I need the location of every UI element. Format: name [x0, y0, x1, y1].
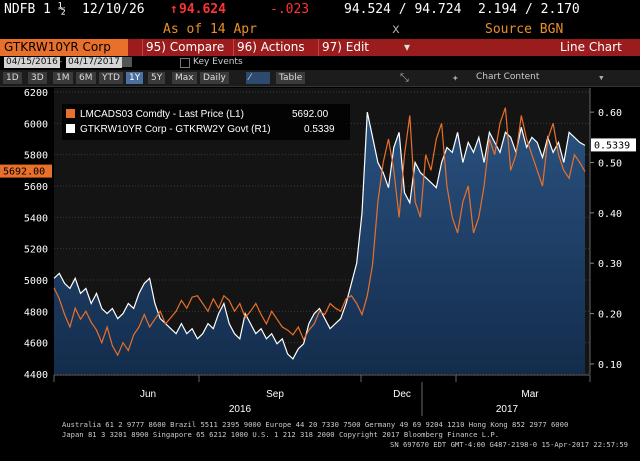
up-arrow-icon: ↑: [170, 2, 178, 17]
date-range-bar: 04/15/2016 - 04/17/2017 Key Events: [0, 56, 640, 70]
zoom-icon[interactable]: ⤡: [400, 71, 409, 84]
legend-value-spread: 0.5339: [304, 124, 335, 135]
x-tick-label: Mar: [521, 389, 539, 400]
period-1y-button[interactable]: 1Y: [126, 72, 144, 84]
x-tick-label: Dec: [393, 389, 411, 400]
chart-type-label: Line Chart: [560, 40, 622, 54]
price-change: -.023: [270, 2, 310, 17]
left-tick-label: 4600: [24, 339, 48, 350]
left-tick-label: 5800: [24, 151, 48, 162]
last-value-tag-copper: 5692.00: [0, 164, 52, 178]
legend-swatch-copper: [66, 109, 75, 118]
period-1m-button[interactable]: 1M: [53, 72, 73, 84]
period-max-button[interactable]: Max: [172, 72, 197, 84]
x-year-label: 2016: [229, 404, 252, 415]
left-tick-label: 5600: [24, 182, 48, 193]
left-tick-label: 5400: [24, 213, 48, 224]
edit-button[interactable]: 97) Edit: [318, 39, 402, 56]
right-tick-label: 0.50: [598, 159, 622, 170]
copper-price-line: [53, 107, 586, 357]
end-date-input[interactable]: 04/17/2017: [66, 57, 122, 68]
line-chart-icon[interactable]: ⁄: [246, 72, 270, 84]
ticker-fraction: ½: [58, 2, 66, 17]
x-separator: x: [392, 22, 400, 37]
left-axis: 6200 6000 5800 5600 5400 5200 5000 4800 4600 4400: [24, 88, 48, 381]
spread-area: [54, 112, 585, 374]
quote-bar: NDFB 1 ½ 12/10/26 ↑ 94.624 -.023 94.524 …: [0, 0, 640, 20]
line-chart: 6200 6000 5800 5600 5400 5200 5000 4800 4600 4400…: [0, 88, 636, 416]
left-tick-label: 6000: [24, 119, 48, 130]
last-value-tag-spread: 0.5339: [591, 138, 636, 152]
as-of-label: As of 14 Apr: [163, 22, 257, 37]
x-tick-label: Jun: [140, 389, 156, 400]
actions-button[interactable]: 96) Actions: [233, 39, 317, 56]
svg-text:5692.00: 5692.00: [3, 167, 45, 178]
last-price: 94.624: [179, 2, 226, 17]
function-toolbar: GTKRW10YR Corp 95) Compare 96) Actions 9…: [0, 39, 640, 56]
right-tick-label: 0.60: [598, 108, 622, 119]
settings-icon[interactable]: ✦: [452, 71, 459, 84]
table-button[interactable]: Table: [276, 72, 306, 84]
legend-swatch-spread: [66, 124, 75, 133]
security-field[interactable]: GTKRW10YR Corp: [0, 39, 128, 56]
calendar-icon[interactable]: [122, 57, 132, 67]
period-3d-button[interactable]: 3D: [28, 72, 47, 84]
svg-text:0.5339: 0.5339: [594, 140, 630, 151]
left-tick-label: 5200: [24, 245, 48, 256]
chart-content-dropdown-icon[interactable]: ▾: [598, 71, 605, 84]
period-ytd-button[interactable]: YTD: [99, 72, 123, 84]
left-tick-label: 4800: [24, 307, 48, 318]
period-toolbar: 1D 3D 1M 6M YTD 1Y 5Y Max Daily ⁄ Table …: [0, 70, 640, 87]
period-5y-button[interactable]: 5Y: [148, 72, 166, 84]
yield-pair: 2.194 / 2.170: [478, 2, 580, 17]
right-tick-label: 0.30: [598, 259, 622, 270]
settle-date: 12/10/26: [82, 2, 145, 17]
left-tick-label: 4400: [24, 370, 48, 381]
period-6m-button[interactable]: 6M: [76, 72, 96, 84]
right-axis: 0.60 0.50 0.40 0.30 0.20 0.10: [589, 88, 622, 374]
footer-line-3: SN 697670 EDT GMT-4:00 G487-2198-0 15-Ap…: [390, 440, 628, 449]
start-date-input[interactable]: 04/15/2016: [4, 57, 60, 68]
source-label: Source BGN: [485, 22, 564, 37]
footer-line-1: Australia 61 2 9777 8600 Brazil 5511 239…: [62, 420, 569, 429]
left-tick-label: 6200: [24, 88, 48, 99]
legend-value-copper: 5692.00: [292, 109, 329, 120]
legend-label-copper: LMCADS03 Comdty - Last Price (L1): [80, 109, 244, 120]
ticker: NDFB 1: [4, 2, 51, 17]
key-events-checkbox[interactable]: [180, 58, 190, 68]
x-year-label: 2017: [496, 404, 519, 415]
right-tick-label: 0.40: [598, 209, 622, 220]
x-tick-label: Sep: [266, 389, 284, 400]
range-dash: -: [58, 57, 64, 67]
right-tick-label: 0.20: [598, 310, 622, 321]
period-1d-button[interactable]: 1D: [3, 72, 22, 84]
compare-button[interactable]: 95) Compare: [142, 39, 228, 56]
left-tick-label: 5000: [24, 276, 48, 287]
quote-subbar: As of 14 Apr x Source BGN: [0, 20, 640, 38]
legend: LMCADS03 Comdty - Last Price (L1) 5692.0…: [62, 104, 350, 140]
footer-line-2: Japan 81 3 3201 8900 Singapore 65 6212 1…: [62, 430, 500, 439]
frequency-select[interactable]: Daily: [200, 72, 229, 84]
bid-ask: 94.524 / 94.724: [344, 2, 462, 17]
right-tick-label: 0.10: [598, 360, 622, 371]
key-events-label: Key Events: [193, 57, 243, 67]
legend-label-spread: GTKRW10YR Corp - GTKRW2Y Govt (R1): [80, 124, 271, 135]
x-axis: Jun Sep Dec Mar 2016 2017: [53, 374, 591, 416]
footer: Australia 61 2 9777 8600 Brazil 5511 239…: [0, 418, 640, 461]
chart-content-label[interactable]: Chart Content: [476, 72, 540, 82]
edit-dropdown-icon[interactable]: ▾: [404, 40, 411, 54]
